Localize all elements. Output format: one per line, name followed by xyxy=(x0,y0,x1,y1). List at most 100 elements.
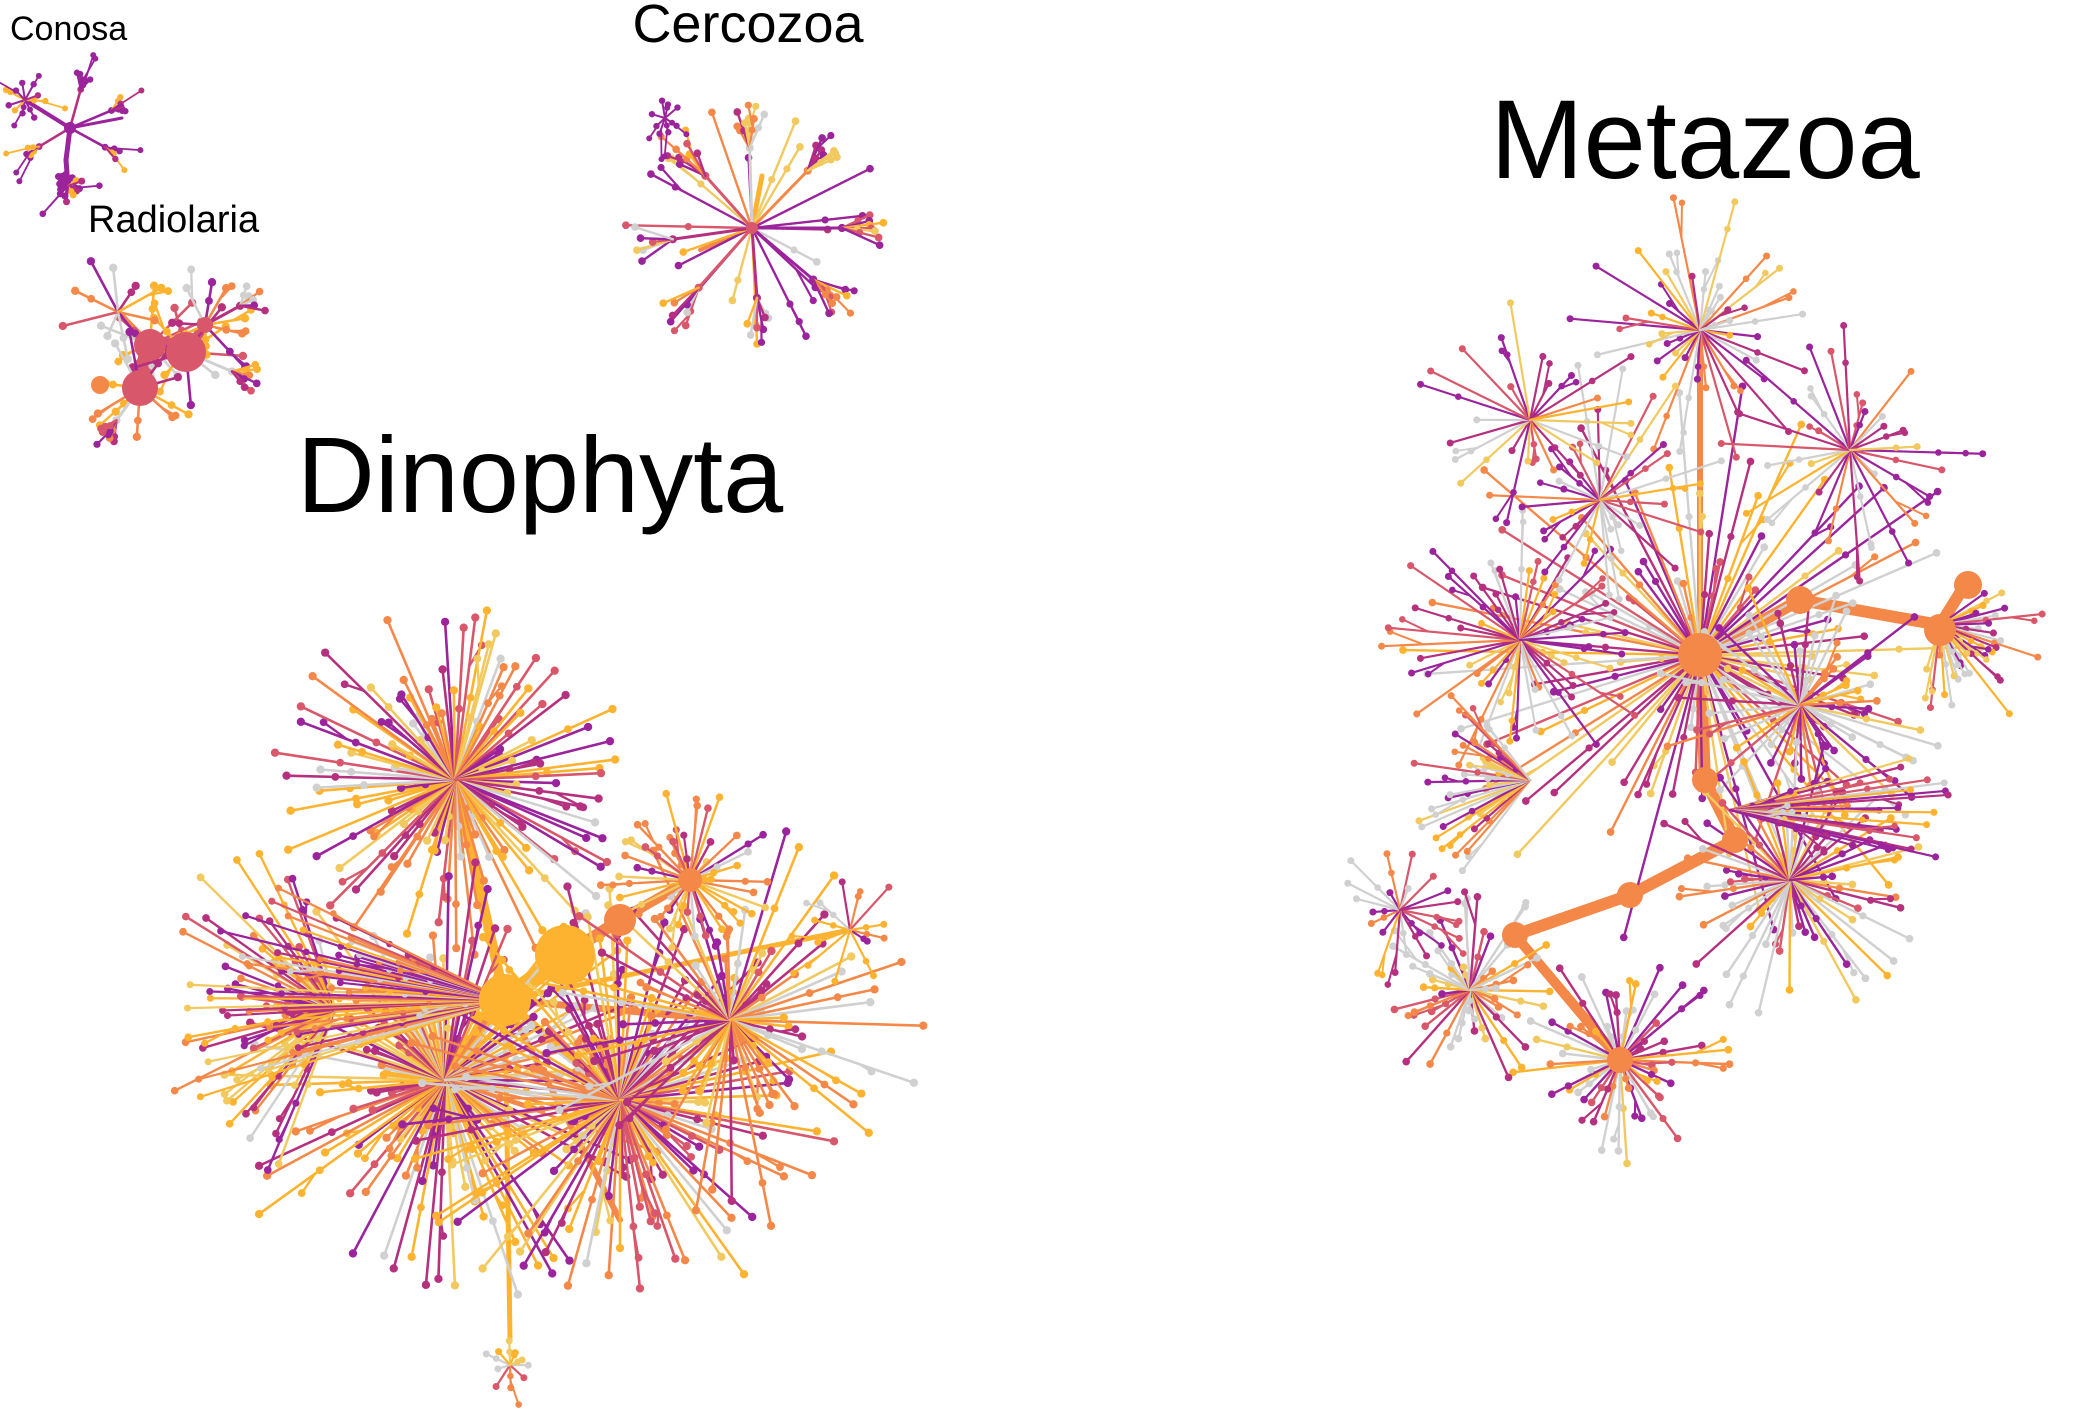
tree-leaf-node xyxy=(1656,705,1665,714)
tree-leaf-node xyxy=(1627,419,1635,427)
tree-leaf-node xyxy=(312,907,321,916)
tree-internal-node xyxy=(344,1078,353,1087)
tree-leaf-node xyxy=(275,1115,284,1123)
label-conosa: Conosa xyxy=(10,10,127,48)
tree-leaf-node xyxy=(529,758,538,767)
tree-leaf-branch xyxy=(618,1098,642,1209)
tree-twig xyxy=(38,99,66,110)
tree-leaf-node xyxy=(182,283,191,293)
tree-leaf-node xyxy=(78,177,86,185)
tree-leaf-node xyxy=(1646,789,1655,798)
tree-leaf-node xyxy=(1688,272,1696,280)
tree-leaf-node xyxy=(164,287,173,295)
tree-leaf-node xyxy=(1509,976,1518,985)
tree-leaf-node xyxy=(722,1226,731,1235)
tree-leaf-node xyxy=(240,314,250,323)
tree-leaf-node xyxy=(1454,898,1462,906)
tree-leaf-node xyxy=(1617,693,1624,700)
tree-leaf-branch xyxy=(1528,355,1633,422)
tree-leaf-node xyxy=(562,1145,571,1154)
tree-leaf-node xyxy=(86,257,96,266)
tree-leaf-node xyxy=(511,1237,520,1247)
tree-leaf-node xyxy=(758,948,767,958)
tree-leaf-branch xyxy=(1798,703,1908,759)
tree-leaf-branch xyxy=(544,1098,622,1254)
tree-leaf-node xyxy=(1741,304,1748,311)
tree-leaf-node xyxy=(211,370,220,380)
tree-twig xyxy=(1963,644,1988,661)
tree-leaf-node xyxy=(478,933,488,942)
tree-twig xyxy=(1776,612,1788,650)
tree-leaf-node xyxy=(1764,461,1772,470)
tree-leaf-branch xyxy=(1829,350,1852,452)
tree-leaf-node xyxy=(1745,629,1754,638)
tree-leaf-node xyxy=(1828,872,1837,881)
tree-leaf-node xyxy=(1506,299,1514,307)
tree-twig xyxy=(1582,549,1596,578)
tree-leaf-node xyxy=(1545,987,1554,996)
tree-leaf-node xyxy=(634,1253,643,1262)
tree-node xyxy=(1678,633,1722,677)
tree-internal-node xyxy=(1468,807,1476,815)
tree-leaf-branch xyxy=(1668,302,1702,332)
tree-leaf-node xyxy=(1551,590,1559,598)
tree-leaf-node xyxy=(253,365,261,374)
tree-leaf-node xyxy=(1616,325,1623,333)
tree-leaf-node xyxy=(1890,856,1899,864)
tree-leaf-branch xyxy=(1520,498,1602,509)
tree-leaf-branch xyxy=(1509,385,1532,422)
tree-leaf-node xyxy=(1716,773,1725,782)
tree-leaf-node xyxy=(535,759,545,768)
tree-internal-node xyxy=(829,922,837,929)
tree-leaf-node xyxy=(184,410,193,419)
tree-leaf-node xyxy=(1742,509,1750,517)
tree-twig xyxy=(1846,807,1881,812)
tree-leaf-branch xyxy=(1431,550,1522,642)
tree-internal-node xyxy=(830,911,837,919)
tree-leaf-branch xyxy=(1518,616,1612,642)
tree-leaf-node xyxy=(782,827,791,836)
tree-leaf-branch xyxy=(631,909,732,1022)
tree-leaf-branch xyxy=(688,806,710,882)
tree-internal-node xyxy=(863,930,871,938)
tree-leaf-node xyxy=(1671,382,1679,390)
tree-leaf-node xyxy=(1790,288,1797,295)
tree-leaf-node xyxy=(1344,879,1352,887)
tree-twig xyxy=(805,902,830,912)
tree-leaf-node xyxy=(1941,691,1949,699)
tree-leaf-branch xyxy=(1798,634,1816,707)
tree-leaf-node xyxy=(421,1280,431,1290)
tree-leaf-node xyxy=(515,1247,525,1256)
tree-twig xyxy=(314,1018,342,1030)
tree-leaf-node xyxy=(1517,1063,1526,1072)
tree-leaf-node xyxy=(1606,613,1614,621)
tree-leaf-branch xyxy=(1500,573,1702,657)
tree-leaf-node xyxy=(1678,199,1686,207)
tree-internal-node xyxy=(1619,569,1627,577)
tree-leaf-node xyxy=(2038,610,2046,618)
tree-leaf-node xyxy=(288,874,297,883)
tree-internal-node xyxy=(1454,393,1462,400)
tree-leaf-node xyxy=(1537,479,1544,487)
tree-internal-node xyxy=(488,1085,497,1093)
tree-leaf-node xyxy=(1486,491,1494,499)
tree-leaf-branch xyxy=(1798,703,1893,796)
tree-leaf-node xyxy=(336,979,344,987)
tree-leaf-branch xyxy=(1848,445,1919,452)
tree-twig xyxy=(1739,518,1765,545)
tree-leaf-branch xyxy=(1528,396,1599,422)
tree-leaf-node xyxy=(1656,669,1665,678)
tree-leaf-node xyxy=(1486,781,1494,789)
tree-leaf-node xyxy=(650,1209,659,1217)
tree-leaf-node xyxy=(1663,742,1672,751)
label-radiolaria: Radiolaria xyxy=(88,199,260,241)
tree-internal-node xyxy=(662,1211,671,1220)
tree-leaf-branch xyxy=(1598,498,1677,570)
tree-internal-node xyxy=(629,1222,638,1231)
tree-leaf-node xyxy=(1418,823,1426,831)
tree-twig xyxy=(759,1070,774,1096)
tree-leaf-node xyxy=(1788,808,1796,816)
tree-leaf-node xyxy=(1897,763,1905,771)
tree-twig xyxy=(640,1183,657,1215)
tree-leaf-node xyxy=(1848,841,1856,849)
